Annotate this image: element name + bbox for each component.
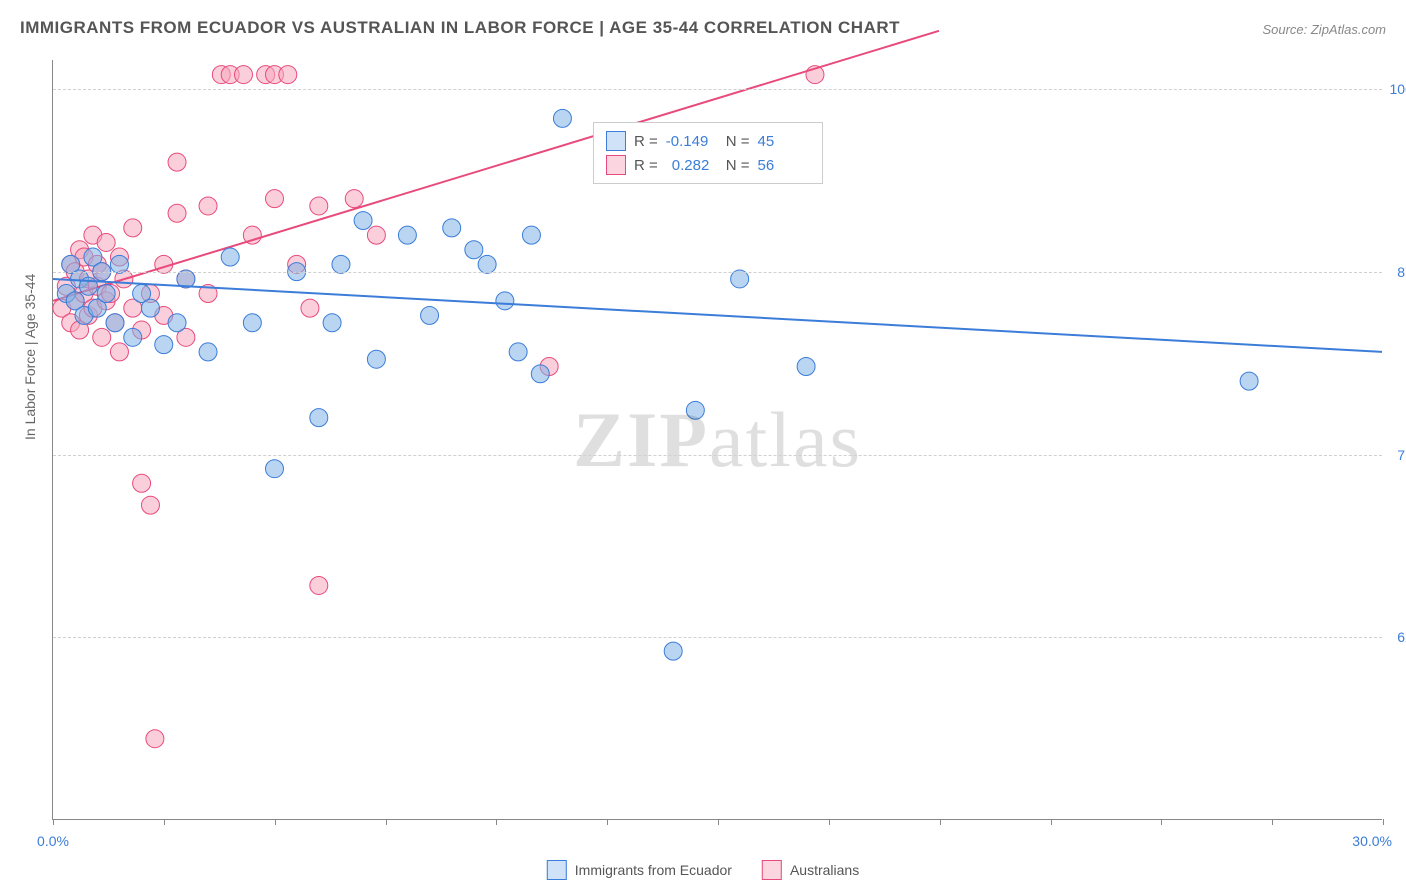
r-value-ecuador: -0.149	[666, 133, 718, 150]
data-point	[168, 153, 186, 171]
data-point	[155, 336, 173, 354]
gridline	[53, 89, 1382, 90]
ytick-label: 87.5%	[1387, 264, 1406, 280]
data-point	[367, 350, 385, 368]
data-point	[310, 197, 328, 215]
data-point	[266, 460, 284, 478]
data-point	[124, 219, 142, 237]
data-point	[106, 314, 124, 332]
data-point	[199, 343, 217, 361]
data-point	[310, 576, 328, 594]
chart-area: ZIPatlas R = -0.149 N = 45 R = 0.282 N =…	[52, 60, 1382, 820]
xlabel-max: 30.0%	[1352, 833, 1392, 849]
data-point	[465, 241, 483, 259]
swatch-australians-bottom	[762, 860, 782, 880]
data-point	[266, 190, 284, 208]
legend-label-australians: Australians	[790, 862, 859, 878]
data-point	[664, 642, 682, 660]
n-value-ecuador: 45	[758, 133, 810, 150]
xtick	[164, 819, 165, 825]
data-point	[1240, 372, 1258, 390]
data-point	[553, 109, 571, 127]
xtick	[53, 819, 54, 825]
correlation-legend: R = -0.149 N = 45 R = 0.282 N = 56	[593, 122, 823, 184]
data-point	[345, 190, 363, 208]
xtick	[718, 819, 719, 825]
data-point	[146, 730, 164, 748]
data-point	[199, 197, 217, 215]
xtick	[940, 819, 941, 825]
xtick	[1272, 819, 1273, 825]
data-point	[398, 226, 416, 244]
xtick	[1383, 819, 1384, 825]
xtick	[829, 819, 830, 825]
data-point	[168, 204, 186, 222]
n-value-australians: 56	[758, 157, 810, 174]
data-point	[367, 226, 385, 244]
legend-row-ecuador: R = -0.149 N = 45	[606, 129, 810, 153]
data-point	[110, 255, 128, 273]
data-point	[522, 226, 540, 244]
swatch-ecuador-bottom	[547, 860, 567, 880]
data-point	[301, 299, 319, 317]
r-value-australians: 0.282	[666, 157, 718, 174]
n-label: N =	[726, 133, 750, 150]
data-point	[421, 306, 439, 324]
xtick	[1051, 819, 1052, 825]
data-point	[243, 314, 261, 332]
bottom-legend: Immigrants from Ecuador Australians	[547, 860, 859, 880]
data-point	[509, 343, 527, 361]
xtick	[386, 819, 387, 825]
gridline	[53, 272, 1382, 273]
xtick	[496, 819, 497, 825]
xtick	[1161, 819, 1162, 825]
ytick-label: 75.0%	[1387, 447, 1406, 463]
data-point	[478, 255, 496, 273]
legend-label-ecuador: Immigrants from Ecuador	[575, 862, 732, 878]
data-point	[279, 66, 297, 84]
legend-item-australians: Australians	[762, 860, 859, 880]
ytick-label: 100.0%	[1387, 81, 1406, 97]
chart-title: IMMIGRANTS FROM ECUADOR VS AUSTRALIAN IN…	[20, 18, 900, 38]
data-point	[531, 365, 549, 383]
legend-row-australians: R = 0.282 N = 56	[606, 153, 810, 177]
r-label: R =	[634, 157, 658, 174]
swatch-ecuador	[606, 131, 626, 151]
data-point	[496, 292, 514, 310]
data-point	[141, 496, 159, 514]
data-point	[797, 358, 815, 376]
data-point	[686, 401, 704, 419]
y-axis-title: In Labor Force | Age 35-44	[22, 274, 38, 440]
gridline	[53, 455, 1382, 456]
data-point	[323, 314, 341, 332]
swatch-australians	[606, 155, 626, 175]
data-point	[332, 255, 350, 273]
data-point	[168, 314, 186, 332]
data-point	[110, 343, 128, 361]
data-point	[97, 233, 115, 251]
data-point	[310, 409, 328, 427]
data-point	[133, 474, 151, 492]
data-point	[124, 328, 142, 346]
xlabel-min: 0.0%	[37, 833, 69, 849]
xtick	[275, 819, 276, 825]
data-point	[221, 248, 239, 266]
data-point	[141, 299, 159, 317]
data-point	[234, 66, 252, 84]
data-point	[443, 219, 461, 237]
xtick	[607, 819, 608, 825]
n-label: N =	[726, 157, 750, 174]
gridline	[53, 637, 1382, 638]
ytick-label: 62.5%	[1387, 629, 1406, 645]
r-label: R =	[634, 133, 658, 150]
legend-item-ecuador: Immigrants from Ecuador	[547, 860, 732, 880]
data-point	[97, 285, 115, 303]
source-label: Source: ZipAtlas.com	[1262, 22, 1386, 37]
data-point	[93, 328, 111, 346]
data-point	[354, 212, 372, 230]
